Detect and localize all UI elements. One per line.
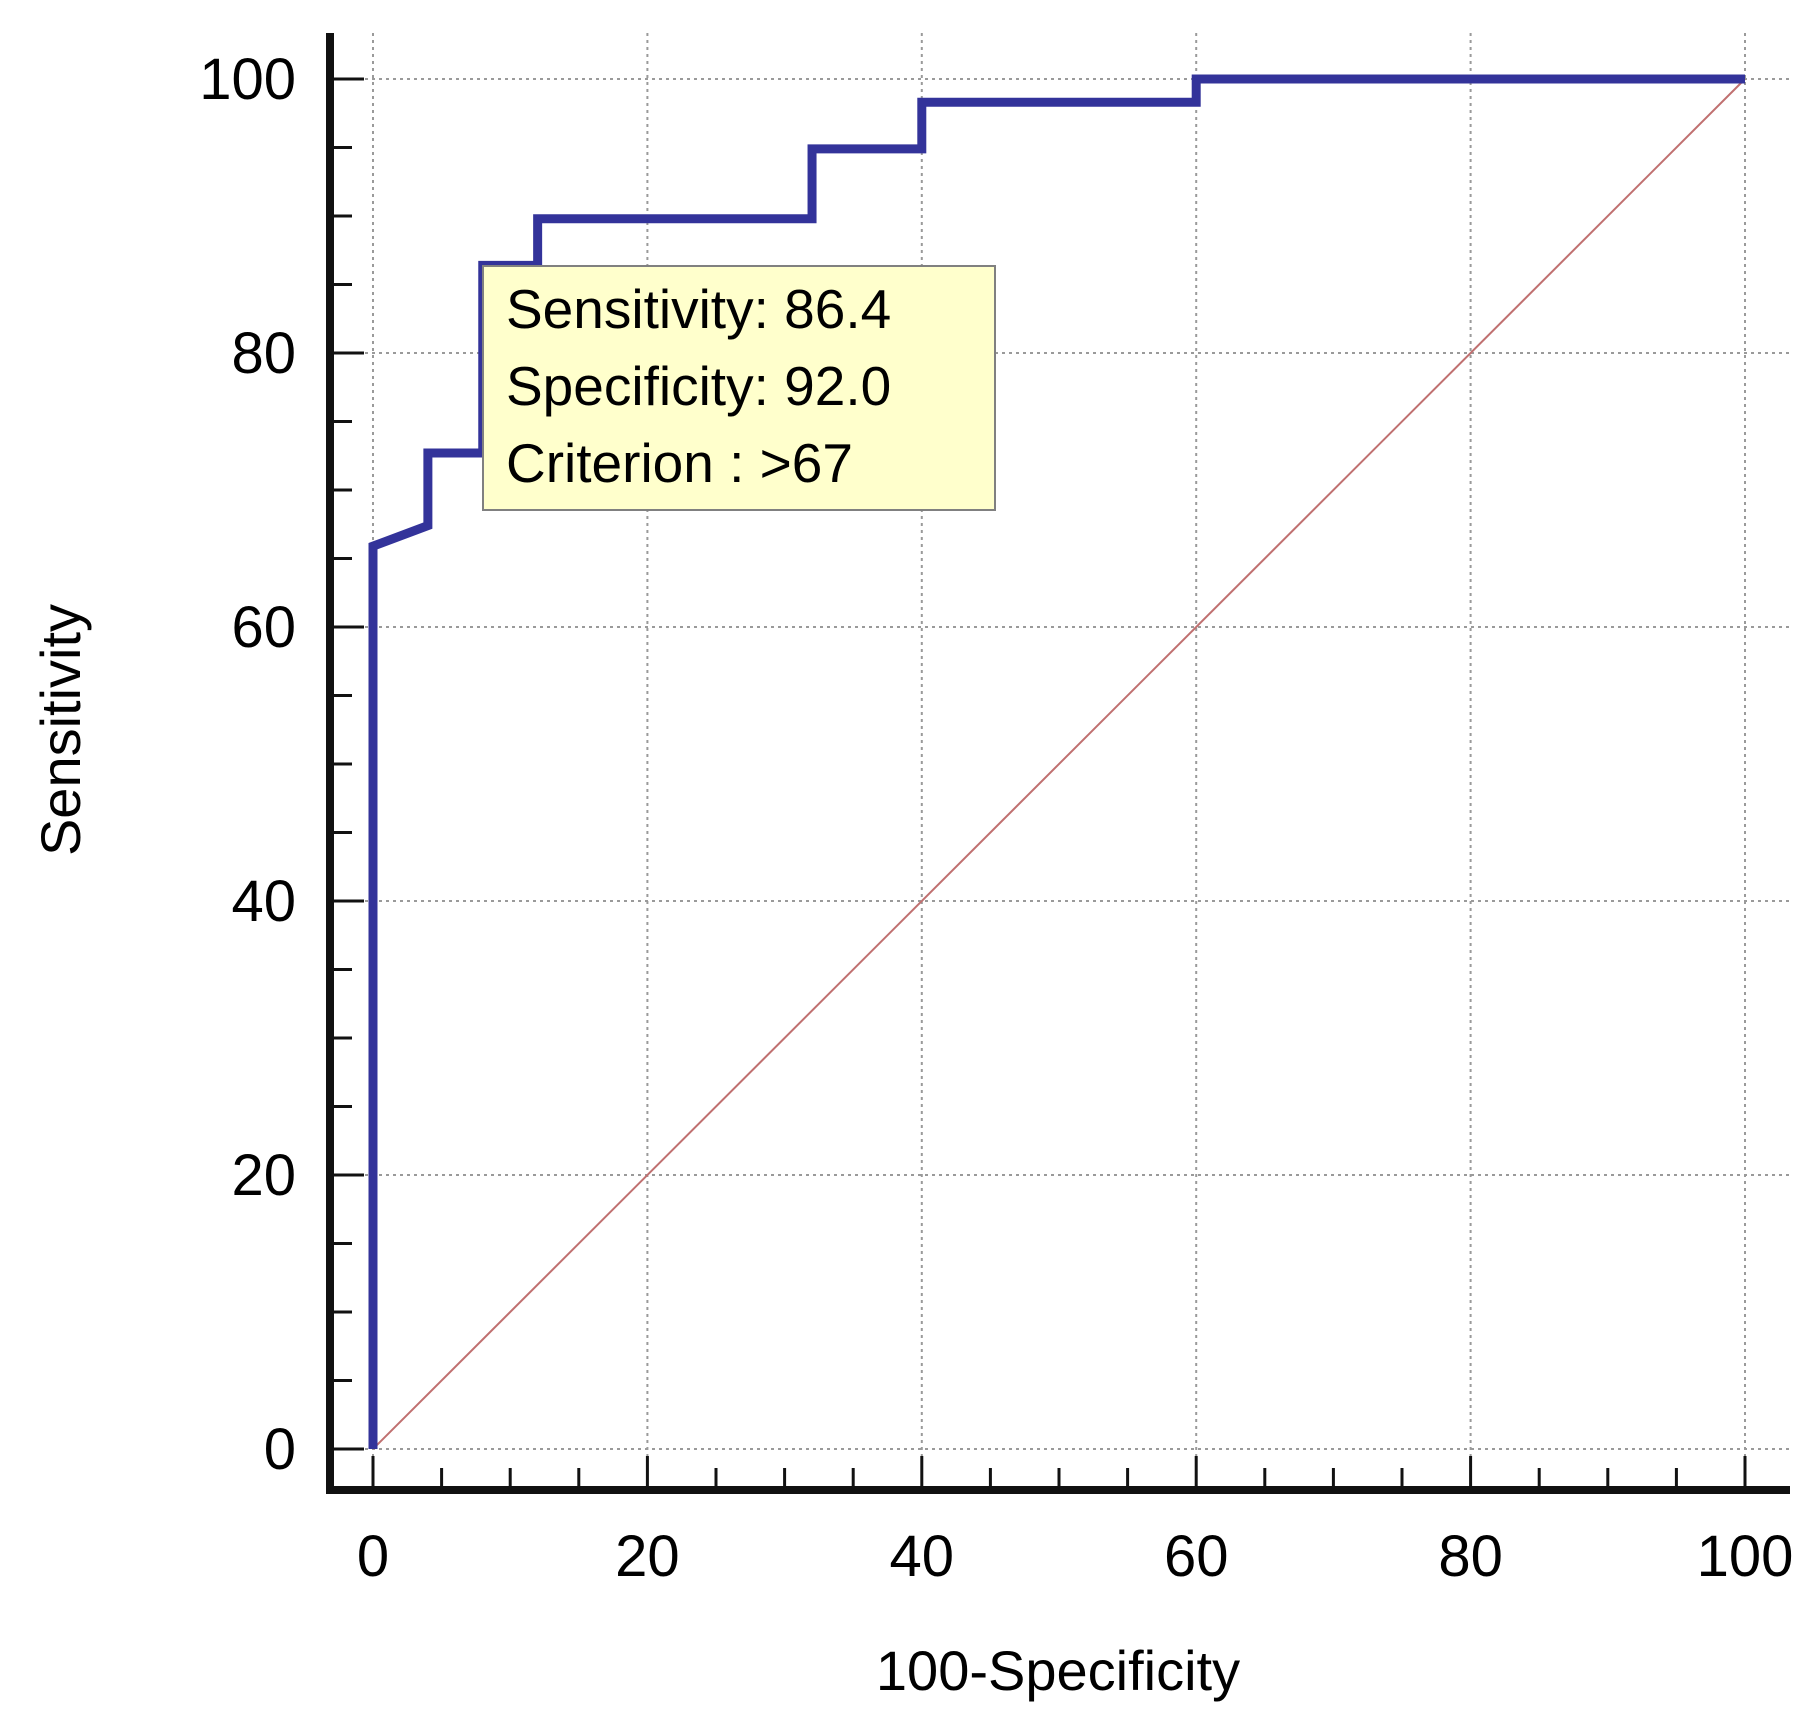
grid	[330, 33, 1790, 1490]
y-tick-label-0: 0	[264, 1417, 296, 1482]
tooltip-box: Sensitivity: 86.4 Specificity: 92.0 Crit…	[482, 265, 996, 511]
y-tick-label-40: 40	[231, 869, 296, 934]
roc-curve	[368, 74, 1745, 1449]
tooltip-criterion: Criterion : >67	[506, 432, 853, 494]
y-axis-label: Sensitivity	[29, 604, 92, 856]
x-tick-label-0: 0	[357, 1524, 389, 1589]
y-tick-label-60: 60	[231, 595, 296, 660]
x-axis-label: 100-Specificity	[876, 1639, 1240, 1702]
y-tick-label-20: 20	[231, 1143, 296, 1208]
tooltip-background	[482, 265, 996, 511]
x-tick-label-40: 40	[890, 1524, 955, 1589]
tooltip-sensitivity: Sensitivity: 86.4	[506, 278, 891, 340]
reference-diagonal-line	[372, 78, 1746, 1450]
tick-marks	[330, 77, 1747, 1490]
x-tick-label-60: 60	[1164, 1524, 1229, 1589]
tick-labels: 0 20 40 60 80 100 0 20 40 60 80 100	[199, 47, 1793, 1589]
x-tick-label-80: 80	[1438, 1524, 1503, 1589]
y-tick-label-100: 100	[199, 47, 296, 112]
tooltip-specificity: Specificity: 92.0	[506, 355, 891, 417]
y-tick-label-80: 80	[231, 321, 296, 386]
x-tick-label-100: 100	[1697, 1524, 1794, 1589]
x-tick-label-20: 20	[615, 1524, 680, 1589]
